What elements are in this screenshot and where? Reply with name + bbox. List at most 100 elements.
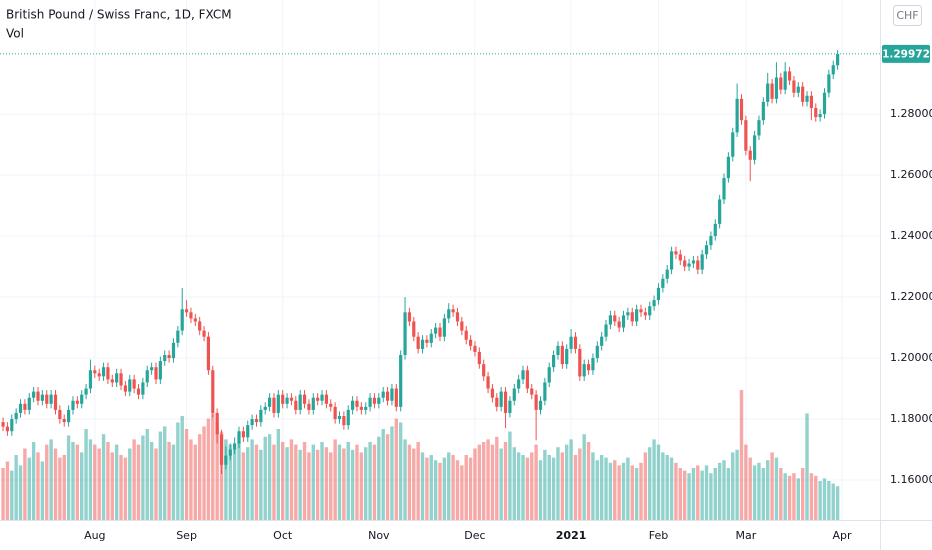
- candle-body: [591, 358, 595, 371]
- volume-bar: [565, 444, 569, 520]
- candle-body: [163, 355, 167, 362]
- volume-bar: [289, 439, 294, 520]
- volume-bar: [259, 449, 263, 520]
- volume-bar: [490, 444, 495, 520]
- candle-body: [267, 397, 272, 407]
- candle-body: [1, 422, 5, 427]
- volume-bar: [123, 457, 128, 520]
- volume-bar: [420, 452, 425, 520]
- x-tick-label: Sep: [176, 529, 197, 542]
- candle-body: [84, 388, 88, 395]
- candle-body: [726, 156, 730, 179]
- volume-bar: [167, 442, 171, 520]
- volume-bar: [320, 442, 324, 520]
- x-tick-label: Apr: [832, 529, 852, 542]
- candle-body: [490, 388, 495, 398]
- volume-bar: [346, 442, 350, 520]
- candle-body: [254, 419, 259, 423]
- volume-bar: [547, 455, 551, 520]
- volume-bar: [682, 470, 687, 520]
- volume-bar: [814, 475, 818, 520]
- candle-body: [652, 300, 656, 307]
- candle-body: [337, 416, 342, 420]
- volume-bar: [329, 452, 333, 520]
- volume-bar: [385, 434, 390, 520]
- volume-bar: [425, 457, 429, 520]
- candle-body: [648, 306, 652, 316]
- volume-bar: [49, 439, 53, 520]
- currency-button[interactable]: [893, 5, 922, 26]
- candle-body: [565, 348, 569, 365]
- volume-bar: [599, 455, 604, 520]
- candle-body: [687, 263, 691, 267]
- candle-body: [783, 71, 787, 90]
- volume-bar: [447, 452, 451, 520]
- volume-bar: [818, 481, 822, 520]
- volume-bar: [591, 452, 595, 520]
- candle-body: [569, 336, 573, 349]
- volume-bar: [669, 457, 674, 520]
- candle-body: [368, 397, 372, 407]
- x-tick-label: Mar: [735, 529, 756, 542]
- volume-bar: [748, 457, 752, 520]
- candle-body: [822, 92, 827, 115]
- volume-bar: [499, 448, 503, 520]
- volume-bar: [23, 448, 27, 520]
- candle-body: [503, 391, 508, 413]
- x-tick-label: Feb: [649, 529, 668, 542]
- volume-bar: [337, 444, 342, 520]
- candle-body: [604, 324, 608, 337]
- candle-body: [683, 260, 687, 267]
- candle-body: [643, 312, 647, 316]
- volume-bar: [735, 449, 739, 520]
- volume-bar: [617, 465, 621, 520]
- volume-bar: [276, 429, 281, 520]
- candle-body: [665, 269, 669, 279]
- candle-body: [211, 370, 215, 413]
- volume-bar: [114, 444, 119, 520]
- volume-bar: [307, 452, 311, 520]
- grid: [0, 0, 880, 520]
- candle-body: [552, 355, 556, 368]
- volume-bar: [281, 442, 285, 520]
- volume-bar: [451, 455, 455, 520]
- volume-bar: [473, 448, 477, 520]
- candle-body: [547, 367, 551, 383]
- volume-bar: [355, 444, 359, 520]
- candle-body: [766, 83, 770, 102]
- candle-body: [630, 312, 634, 322]
- candle-body: [814, 107, 818, 118]
- candle-body: [237, 431, 241, 444]
- volume-bar: [569, 439, 573, 520]
- candle-body: [176, 330, 180, 343]
- candle-body: [394, 388, 398, 407]
- volume-bar: [652, 439, 656, 520]
- candle-body: [189, 312, 193, 319]
- volume-bar: [250, 439, 254, 520]
- candle-body: [75, 400, 79, 404]
- volume-bar: [713, 468, 717, 520]
- volume-bar: [211, 413, 215, 520]
- candle-body: [573, 336, 578, 349]
- candle-body: [530, 388, 534, 395]
- candle-body: [678, 254, 682, 261]
- last-price-label: 1.29972: [882, 48, 930, 60]
- candle-body: [486, 376, 490, 389]
- y-tick-label: 1.20000: [890, 351, 932, 364]
- candle-body: [206, 336, 211, 371]
- volume-bar: [752, 465, 757, 520]
- volume-bar: [691, 468, 696, 520]
- candle-body: [307, 403, 311, 410]
- candle-body: [477, 351, 481, 365]
- candle-body: [512, 388, 516, 401]
- volume-bar: [350, 449, 355, 520]
- volume-bar: [538, 460, 543, 520]
- candle-body: [145, 370, 149, 383]
- volume-bar: [333, 439, 337, 520]
- volume-bar: [10, 470, 14, 520]
- candle-body: [473, 345, 477, 352]
- volume-bar: [674, 462, 678, 520]
- volume-bar: [761, 468, 766, 520]
- candle-body: [246, 425, 250, 438]
- candle-body: [613, 315, 617, 322]
